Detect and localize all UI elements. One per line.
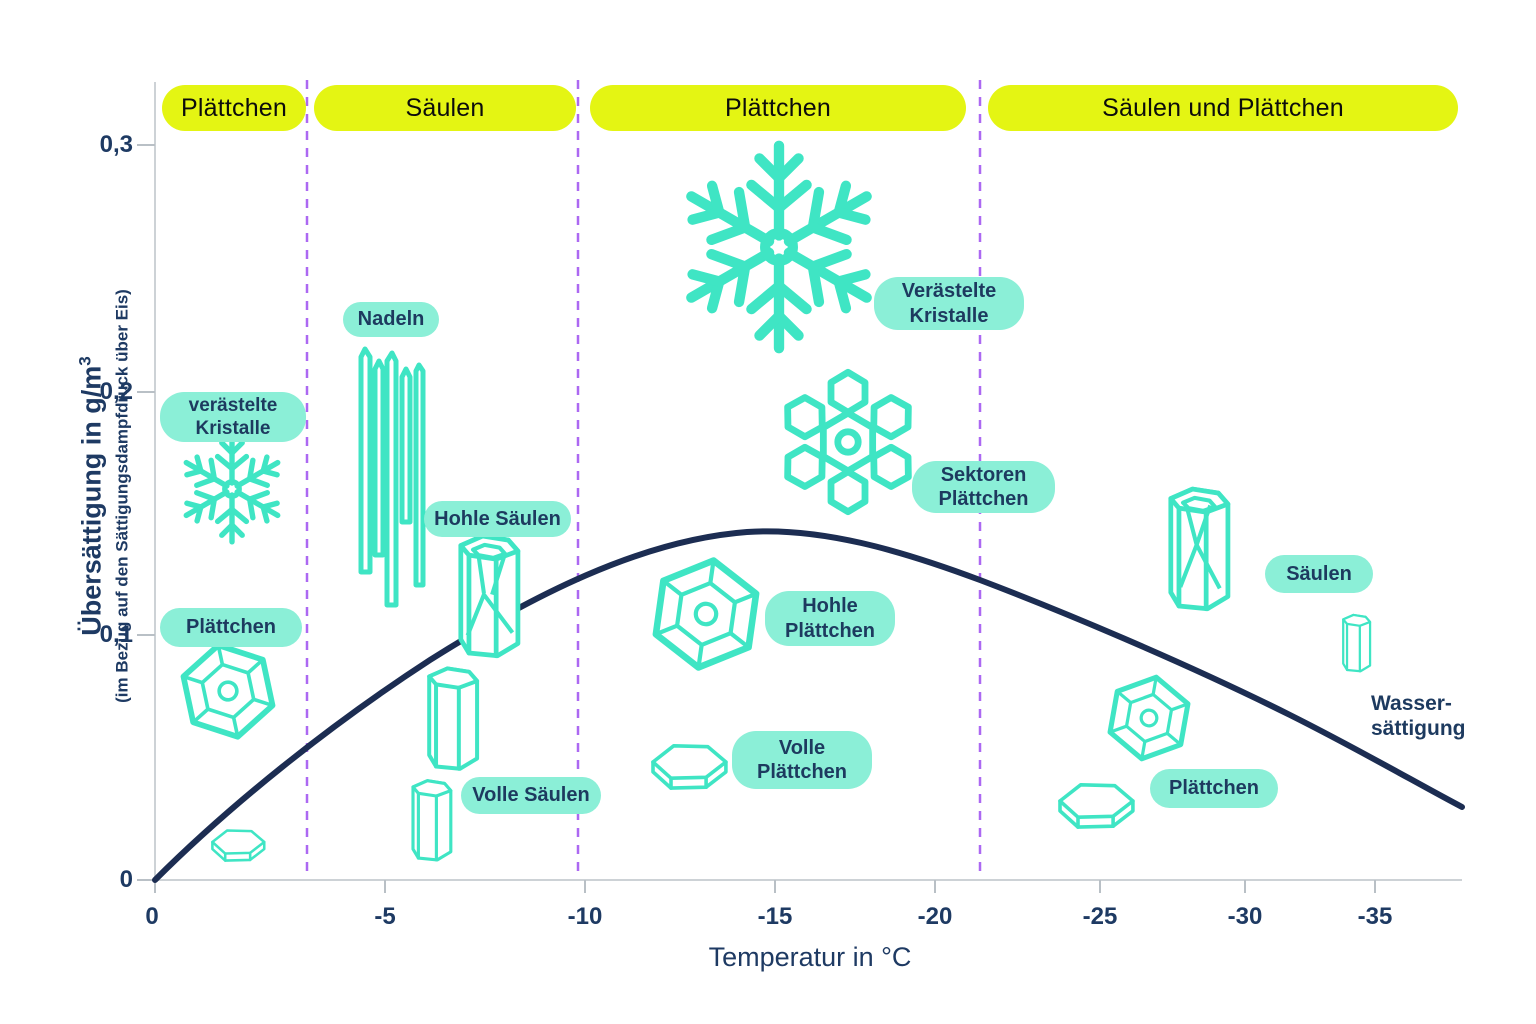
x-tick-label-m20: -20 <box>917 903 953 930</box>
label-nadeln: Nadeln <box>343 302 439 337</box>
solid-column-small-crystal-icon <box>411 779 453 862</box>
label-volle-saeulen: Volle Säulen <box>461 777 601 814</box>
x-tick-label-m10: -10 <box>567 903 603 930</box>
solid-column-crystal-icon <box>427 666 480 771</box>
label-volle-plaettchen: Volle Plättchen <box>732 731 872 789</box>
label-plaettchen-left: Plättchen <box>160 608 302 647</box>
x-tick-label-m5: -5 <box>374 903 396 930</box>
solid-plate-crystal-right-icon <box>1058 782 1135 829</box>
x-tick-label-m25: -25 <box>1082 903 1118 930</box>
hourglass-column-crystal-icon <box>1171 489 1228 609</box>
hollow-column-crystal-icon <box>461 536 518 656</box>
hollow-plate-crystal-icon <box>652 554 760 674</box>
label-veraestelte-kristalle-mid: Verästelte Kristalle <box>874 277 1024 330</box>
y-axis-title-superscript: 3 <box>75 356 95 366</box>
zone-pill-saeulen: Säulen <box>314 85 576 131</box>
x-tick-label-m35: -35 <box>1357 903 1393 930</box>
label-plaettchen-right: Plättchen <box>1150 769 1278 808</box>
needles-crystal-icon <box>361 349 423 605</box>
y-axis-title-subtitle: (im Bezug auf den Sättigungsdampfdruck ü… <box>112 289 132 703</box>
label-hohle-saeulen: Hohle Säulen <box>424 501 571 537</box>
label-saeulen-right: Säulen <box>1265 555 1373 593</box>
y-axis-title: Übersättigung in g/m3 (im Bezug auf den … <box>76 56 133 936</box>
x-axis-title: Temperatur in °C <box>708 942 912 972</box>
label-hohle-plaettchen: Hohle Plättchen <box>765 591 895 646</box>
zone-pill-plaettchen-2: Plättchen <box>590 85 966 131</box>
label-wassersaettigung: Wasser- sättigung <box>1371 692 1466 741</box>
x-tick-label-0: 0 <box>145 903 159 930</box>
x-tick-label-m30: -30 <box>1227 903 1263 930</box>
solid-plate-crystal-mid-icon <box>651 743 728 790</box>
dendrite-snowflake-small-icon <box>179 436 285 542</box>
plate-crystal-left-icon <box>179 637 278 745</box>
dendrite-snowflake-large-icon <box>678 146 881 348</box>
zone-pill-saeulen-und-plaettchen: Säulen und Plättchen <box>988 85 1458 131</box>
y-tick-label-0: 0 <box>119 866 133 893</box>
tiny-column-crystal-icon <box>1342 613 1372 673</box>
label-veraestelte-kristalle-left: verästelte Kristalle <box>160 392 306 442</box>
y-axis-tick-marks <box>137 144 155 881</box>
plate-crystal-right-icon <box>1106 671 1191 765</box>
x-axis-tick-marks <box>154 880 1376 893</box>
y-tick-label-01: 0,1 <box>99 621 133 648</box>
zone-pill-plaettchen-1: Plättchen <box>162 85 306 131</box>
water-saturation-curve <box>152 528 1465 883</box>
label-sektoren-plaettchen: Sektoren Plättchen <box>912 461 1055 513</box>
x-tick-label-m15: -15 <box>757 903 793 930</box>
y-tick-label-02: 0,2 <box>99 378 133 405</box>
y-tick-label-03: 0,3 <box>99 131 133 158</box>
solid-plate-crystal-tiny-icon <box>211 829 266 862</box>
y-axis-title-main: Übersättigung in g/m3 <box>75 356 107 636</box>
sector-plate-crystal-icon <box>779 372 917 511</box>
